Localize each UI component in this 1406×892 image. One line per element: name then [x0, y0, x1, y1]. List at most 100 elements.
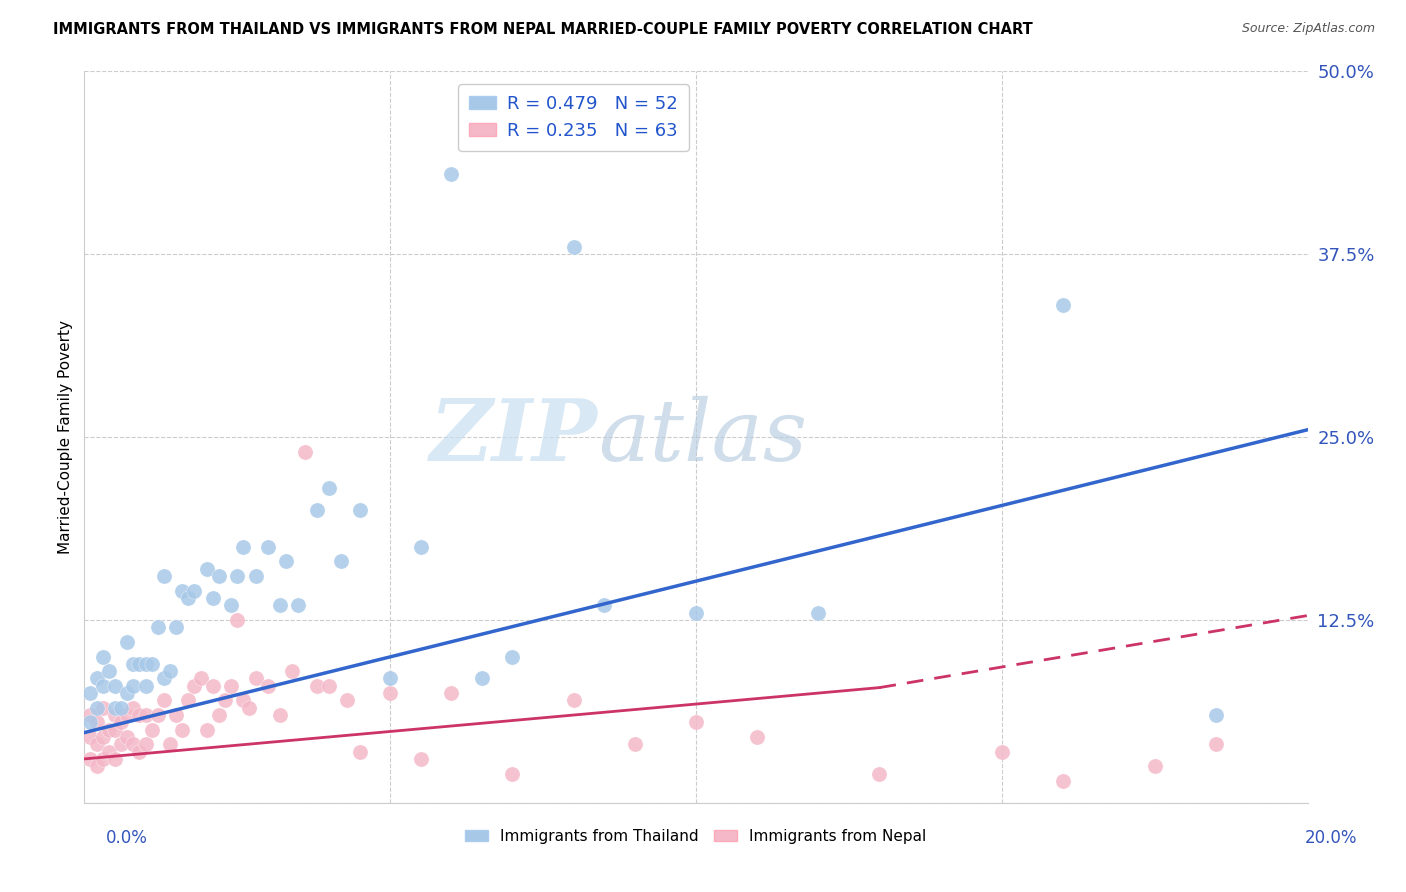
Point — [349, 503, 371, 517]
Point — [380, 686, 402, 700]
Point — [91, 649, 114, 664]
Point — [159, 664, 181, 678]
Point — [183, 583, 205, 598]
Point — [257, 679, 280, 693]
Point — [115, 730, 138, 744]
Point — [79, 686, 101, 700]
Point — [79, 708, 101, 723]
Point — [177, 591, 200, 605]
Point — [440, 167, 463, 181]
Point — [104, 752, 127, 766]
Point — [115, 708, 138, 723]
Point — [305, 503, 328, 517]
Point — [245, 569, 267, 583]
Point — [86, 700, 108, 714]
Point — [141, 657, 163, 671]
Point — [122, 737, 145, 751]
Point — [330, 554, 353, 568]
Point — [122, 700, 145, 714]
Point — [269, 708, 291, 723]
Point — [208, 569, 231, 583]
Text: Source: ZipAtlas.com: Source: ZipAtlas.com — [1241, 22, 1375, 36]
Point — [122, 657, 145, 671]
Point — [747, 730, 769, 744]
Point — [1205, 737, 1227, 751]
Point — [336, 693, 359, 707]
Point — [135, 679, 157, 693]
Point — [685, 715, 707, 730]
Point — [208, 708, 231, 723]
Point — [97, 745, 120, 759]
Point — [79, 752, 101, 766]
Point — [110, 737, 132, 751]
Text: ZIP: ZIP — [430, 395, 598, 479]
Point — [146, 708, 169, 723]
Point — [128, 657, 150, 671]
Point — [1205, 708, 1227, 723]
Point — [86, 759, 108, 773]
Point — [128, 708, 150, 723]
Point — [135, 737, 157, 751]
Point — [349, 745, 371, 759]
Point — [219, 599, 242, 613]
Point — [91, 700, 114, 714]
Point — [159, 737, 181, 751]
Point — [471, 672, 494, 686]
Point — [201, 679, 224, 693]
Point — [79, 730, 101, 744]
Point — [79, 715, 101, 730]
Point — [318, 481, 340, 495]
Point — [97, 723, 120, 737]
Point — [232, 693, 254, 707]
Point — [593, 599, 616, 613]
Point — [287, 599, 309, 613]
Text: IMMIGRANTS FROM THAILAND VS IMMIGRANTS FROM NEPAL MARRIED-COUPLE FAMILY POVERTY : IMMIGRANTS FROM THAILAND VS IMMIGRANTS F… — [53, 22, 1033, 37]
Point — [232, 540, 254, 554]
Point — [685, 606, 707, 620]
Point — [214, 693, 236, 707]
Y-axis label: Married-Couple Family Poverty: Married-Couple Family Poverty — [58, 320, 73, 554]
Point — [97, 664, 120, 678]
Point — [91, 679, 114, 693]
Point — [440, 686, 463, 700]
Point — [807, 606, 830, 620]
Point — [238, 700, 260, 714]
Point — [276, 554, 298, 568]
Point — [153, 569, 176, 583]
Legend: Immigrants from Thailand, Immigrants from Nepal: Immigrants from Thailand, Immigrants fro… — [460, 822, 932, 850]
Point — [219, 679, 242, 693]
Point — [281, 664, 304, 678]
Text: 20.0%: 20.0% — [1305, 829, 1357, 847]
Point — [104, 700, 127, 714]
Point — [104, 679, 127, 693]
Point — [146, 620, 169, 634]
Point — [172, 583, 194, 598]
Point — [86, 715, 108, 730]
Point — [201, 591, 224, 605]
Point — [110, 715, 132, 730]
Point — [991, 745, 1014, 759]
Point — [195, 562, 218, 576]
Point — [245, 672, 267, 686]
Point — [1052, 773, 1074, 788]
Point — [195, 723, 218, 737]
Point — [562, 693, 585, 707]
Point — [165, 620, 187, 634]
Point — [562, 240, 585, 254]
Point — [502, 766, 524, 780]
Point — [128, 745, 150, 759]
Point — [153, 693, 176, 707]
Point — [409, 540, 432, 554]
Text: 0.0%: 0.0% — [105, 829, 148, 847]
Point — [91, 752, 114, 766]
Point — [104, 723, 127, 737]
Point — [380, 672, 402, 686]
Point — [1143, 759, 1166, 773]
Point — [141, 723, 163, 737]
Point — [869, 766, 891, 780]
Point — [226, 569, 249, 583]
Point — [115, 635, 138, 649]
Point — [1052, 298, 1074, 312]
Point — [190, 672, 212, 686]
Point — [502, 649, 524, 664]
